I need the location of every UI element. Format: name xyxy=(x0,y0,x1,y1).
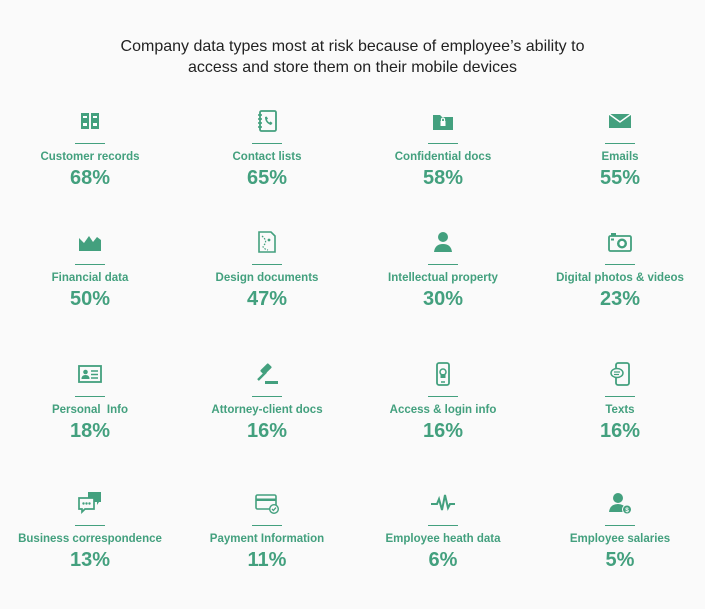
stat-value: 13% xyxy=(69,549,111,571)
stat-value: 18% xyxy=(69,420,111,442)
stat-item: Confidential docs 58% xyxy=(355,108,531,208)
chart-title-line-2: access and store them on their mobile de… xyxy=(187,59,518,76)
stat-label: Access & login info xyxy=(389,404,497,416)
divider xyxy=(252,264,282,265)
divider xyxy=(428,396,458,397)
stat-value: 16% xyxy=(422,420,464,442)
stat-value: 11% xyxy=(247,549,287,571)
stat-label: Confidential docs xyxy=(394,151,492,163)
divider xyxy=(428,525,458,526)
person-dollar-icon: $ xyxy=(609,493,632,515)
chart-title-line-1: Company data types most at risk because … xyxy=(120,38,585,55)
divider xyxy=(428,143,458,144)
divider xyxy=(252,525,282,526)
stat-label: Business correspondence xyxy=(18,533,162,545)
stat-value: 30% xyxy=(422,288,464,310)
camera-icon xyxy=(608,233,632,252)
stat-label: Personal Info xyxy=(51,404,129,416)
stat-label: Design documents xyxy=(215,272,319,284)
stat-label: Digital photos & videos xyxy=(556,272,684,284)
stat-item: Attorney-client docs 16% xyxy=(179,361,355,461)
stat-item: Personal Info 18% xyxy=(2,361,178,461)
stat-label: Payment Information xyxy=(209,533,325,545)
chat-bubbles-icon xyxy=(78,492,101,515)
stat-label: Employee salaries xyxy=(569,533,671,545)
stat-value: 23% xyxy=(599,288,641,310)
stat-label: Emails xyxy=(601,151,639,163)
divider xyxy=(75,143,105,144)
gavel-icon xyxy=(257,363,278,384)
design-document-icon xyxy=(258,231,276,253)
id-card-icon xyxy=(78,365,102,383)
stat-item: Digital photos & videos 23% xyxy=(532,229,705,329)
divider xyxy=(605,143,635,144)
svg-text:$: $ xyxy=(625,507,629,514)
envelope-icon xyxy=(608,113,632,128)
divider xyxy=(252,396,282,397)
area-chart-icon xyxy=(79,236,101,251)
stat-item: Payment Information 11% xyxy=(179,490,355,590)
stat-label: Employee heath data xyxy=(385,533,501,545)
divider xyxy=(252,143,282,144)
address-book-icon xyxy=(258,110,277,132)
stat-value: 65% xyxy=(246,167,288,189)
stat-item: Texts 16% xyxy=(532,361,705,461)
heartbeat-icon xyxy=(431,494,455,511)
stat-item: Design documents 47% xyxy=(179,229,355,329)
stat-item: $ Employee salaries 5% xyxy=(532,490,705,590)
locked-folder-icon xyxy=(433,115,453,130)
stat-label: Intellectual property xyxy=(388,272,498,284)
divider xyxy=(428,264,458,265)
stat-value: 16% xyxy=(246,420,288,442)
divider xyxy=(75,525,105,526)
phone-lock-icon xyxy=(436,362,450,386)
stat-item: Employee heath data 6% xyxy=(355,490,531,590)
divider xyxy=(605,396,635,397)
stat-item: Intellectual property 30% xyxy=(355,229,531,329)
stat-item: Contact lists 65% xyxy=(179,108,355,208)
stat-item: Access & login info 16% xyxy=(355,361,531,461)
person-icon xyxy=(434,232,452,252)
divider xyxy=(605,525,635,526)
stat-label: Financial data xyxy=(51,272,129,284)
stat-item: Emails 55% xyxy=(532,108,705,208)
divider xyxy=(75,396,105,397)
stat-value: 55% xyxy=(599,167,641,189)
binders-icon xyxy=(81,113,99,129)
stat-item: Business correspondence 13% xyxy=(2,490,178,590)
credit-card-icon xyxy=(255,494,280,515)
chart-title: Company data types most at risk because … xyxy=(0,36,705,78)
stat-item: Financial data 50% xyxy=(2,229,178,329)
phone-message-icon xyxy=(610,362,630,386)
stat-value: 6% xyxy=(428,549,458,571)
stat-label: Attorney-client docs xyxy=(211,404,323,416)
stat-value: 68% xyxy=(69,167,111,189)
stat-label: Contact lists xyxy=(232,151,302,163)
stat-value: 47% xyxy=(246,288,288,310)
divider xyxy=(75,264,105,265)
stat-value: 16% xyxy=(599,420,641,442)
stat-value: 50% xyxy=(69,288,111,310)
divider xyxy=(605,264,635,265)
stat-value: 58% xyxy=(422,167,464,189)
stat-item: Customer records 68% xyxy=(2,108,178,208)
stat-value: 5% xyxy=(605,549,635,571)
stat-label: Texts xyxy=(605,404,635,416)
stat-label: Customer records xyxy=(40,151,140,163)
